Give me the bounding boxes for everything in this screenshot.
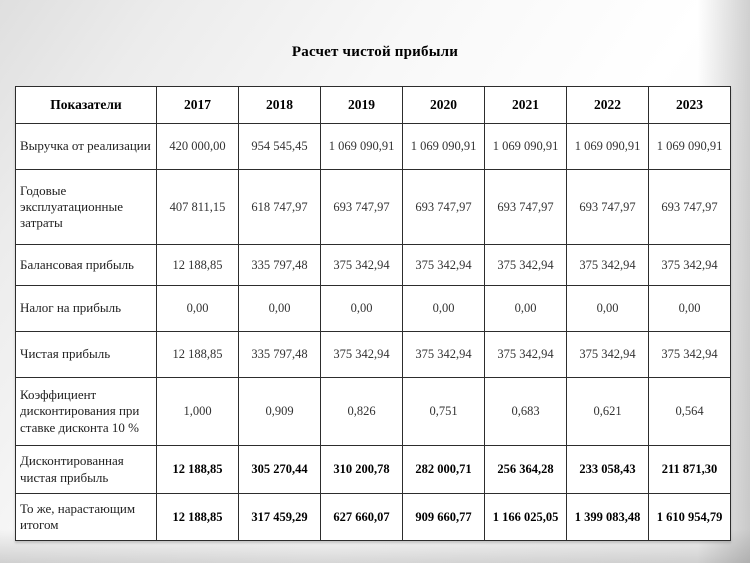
value-cell: 693 747,97 — [320, 169, 403, 245]
table-row: Коэффициент дисконтирования при ставке д… — [15, 377, 731, 446]
value-cell: 0,826 — [320, 377, 403, 446]
value-cell: 211 871,30 — [648, 445, 731, 494]
value-cell: 1 069 090,91 — [566, 123, 649, 170]
value-cell: 310 200,78 — [320, 445, 403, 494]
value-cell: 305 270,44 — [238, 445, 321, 494]
value-cell: 375 342,94 — [566, 331, 649, 378]
value-cell: 0,00 — [648, 285, 731, 332]
value-cell: 420 000,00 — [156, 123, 239, 170]
year-column-header: 2017 — [156, 86, 239, 124]
value-cell: 909 660,77 — [402, 493, 485, 541]
value-cell: 0,621 — [566, 377, 649, 446]
value-cell: 407 811,15 — [156, 169, 239, 245]
value-cell: 1,000 — [156, 377, 239, 446]
year-column-header: 2019 — [320, 86, 403, 124]
value-cell: 0,00 — [566, 285, 649, 332]
value-cell: 954 545,45 — [238, 123, 321, 170]
value-cell: 693 747,97 — [566, 169, 649, 245]
value-cell: 0,00 — [238, 285, 321, 332]
value-cell: 12 188,85 — [156, 445, 239, 494]
row-label: Дисконтированная чистая прибыль — [15, 445, 157, 494]
row-label: Годовые эксплуатационные затраты — [15, 169, 157, 245]
row-label: Чистая прибыль — [15, 331, 157, 378]
table-row: Дисконтированная чистая прибыль 12 188,85… — [15, 445, 731, 494]
year-column-header: 2023 — [648, 86, 731, 124]
value-cell: 1 610 954,79 — [648, 493, 731, 541]
value-cell: 0,00 — [320, 285, 403, 332]
value-cell: 375 342,94 — [402, 244, 485, 286]
value-cell: 0,00 — [484, 285, 567, 332]
value-cell: 693 747,97 — [402, 169, 485, 245]
table-row: Налог на прибыль 0,00 0,00 0,00 0,00 0,00 0,00… — [15, 285, 731, 332]
value-cell: 12 188,85 — [156, 493, 239, 541]
value-cell: 0,00 — [156, 285, 239, 332]
table-row: Выручка от реализации 420 000,00 954 545,4… — [15, 123, 731, 170]
value-cell: 693 747,97 — [648, 169, 731, 245]
value-cell: 693 747,97 — [484, 169, 567, 245]
row-label: Коэффициент дисконтирования при ставке д… — [15, 377, 157, 446]
table-row: Балансовая прибыль 12 188,85 335 797,48 375… — [15, 244, 731, 286]
value-cell: 1 069 090,91 — [484, 123, 567, 170]
value-cell: 317 459,29 — [238, 493, 321, 541]
page-title: Расчет чистой прибыли — [291, 44, 459, 60]
value-cell: 375 342,94 — [402, 331, 485, 378]
value-cell: 375 342,94 — [320, 331, 403, 378]
value-cell: 375 342,94 — [484, 244, 567, 286]
year-column-header: 2022 — [566, 86, 649, 124]
value-cell: 12 188,85 — [156, 331, 239, 378]
value-cell: 375 342,94 — [648, 331, 731, 378]
year-column-header: 2020 — [402, 86, 485, 124]
value-cell: 0,564 — [648, 377, 731, 446]
row-label: Налог на прибыль — [15, 285, 157, 332]
value-cell: 618 747,97 — [238, 169, 321, 245]
value-cell: 375 342,94 — [648, 244, 731, 286]
value-cell: 1 399 083,48 — [566, 493, 649, 541]
table-row: То же, нарастающим итогом 12 188,85 317 45… — [15, 493, 731, 541]
value-cell: 0,909 — [238, 377, 321, 446]
value-cell: 233 058,43 — [566, 445, 649, 494]
value-cell: 1 069 090,91 — [402, 123, 485, 170]
value-cell: 0,751 — [402, 377, 485, 446]
value-cell: 627 660,07 — [320, 493, 403, 541]
value-cell: 335 797,48 — [238, 244, 321, 286]
value-cell: 375 342,94 — [320, 244, 403, 286]
indicators-column-header: Показатели — [15, 86, 157, 124]
value-cell: 375 342,94 — [484, 331, 567, 378]
year-column-header: 2021 — [484, 86, 567, 124]
value-cell: 1 069 090,91 — [648, 123, 731, 170]
value-cell: 12 188,85 — [156, 244, 239, 286]
table-row: Годовые эксплуатационные затраты 407 811,… — [15, 169, 731, 245]
value-cell: 0,00 — [402, 285, 485, 332]
table-row: Чистая прибыль 12 188,85 335 797,48 375 342… — [15, 331, 731, 378]
value-cell: 335 797,48 — [238, 331, 321, 378]
row-label: Балансовая прибыль — [15, 244, 157, 286]
year-column-header: 2018 — [238, 86, 321, 124]
value-cell: 256 364,28 — [484, 445, 567, 494]
value-cell: 1 069 090,91 — [320, 123, 403, 170]
row-label: То же, нарастающим итогом — [15, 493, 157, 541]
value-cell: 0,683 — [484, 377, 567, 446]
table-header-row: Показатели 2017 2018 2019 2020 2021 2022 2023 — [15, 86, 731, 124]
net-profit-table: Показатели 2017 2018 2019 2020 2021 2022 2023 В… — [15, 86, 731, 541]
row-label: Выручка от реализации — [15, 123, 157, 170]
value-cell: 1 166 025,05 — [484, 493, 567, 541]
value-cell: 375 342,94 — [566, 244, 649, 286]
value-cell: 282 000,71 — [402, 445, 485, 494]
